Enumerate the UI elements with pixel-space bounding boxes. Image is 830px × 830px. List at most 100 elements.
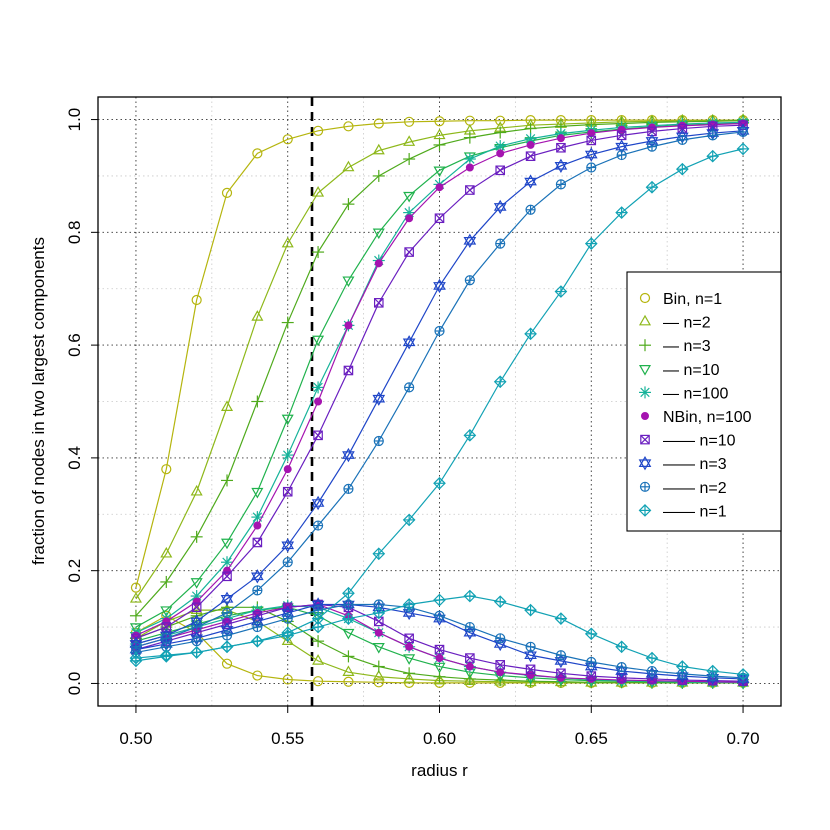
legend: Bin, n=1 — n=2 — n=3 — n=10 — n=100 NBin, n=1… — [626, 271, 782, 532]
data-point — [524, 648, 537, 663]
series-8 — [130, 126, 749, 683]
data-point — [252, 537, 263, 548]
legend-item: —— n=10 — [640, 433, 736, 450]
data-point — [372, 228, 385, 240]
data-point — [556, 134, 565, 143]
data-point — [282, 613, 293, 624]
data-point — [191, 294, 202, 306]
data-point — [639, 386, 651, 399]
data-point — [372, 669, 385, 681]
data-point — [282, 134, 293, 145]
legend-item: —— n=1 — [638, 503, 727, 520]
data-point — [463, 131, 476, 144]
data-point — [160, 546, 173, 558]
data-point — [160, 606, 173, 617]
data-point — [638, 365, 652, 376]
data-point — [191, 636, 202, 647]
data-point — [524, 122, 537, 135]
data-point — [190, 530, 203, 543]
data-point — [615, 640, 628, 654]
data-point — [281, 316, 294, 329]
data-point — [434, 644, 445, 655]
data-point — [525, 641, 536, 652]
data-point — [374, 628, 383, 637]
data-point — [554, 285, 568, 298]
data-point — [524, 603, 537, 617]
x-tick-label: 0.60 — [423, 729, 456, 748]
data-point — [495, 115, 506, 126]
legend-box — [626, 271, 782, 532]
y-axis-label: fraction of nodes in two largest compone… — [29, 237, 48, 565]
data-point — [311, 620, 325, 634]
data-point — [343, 121, 354, 132]
data-point — [221, 187, 233, 198]
data-point — [220, 400, 234, 411]
data-point — [372, 606, 386, 620]
data-point — [675, 162, 689, 176]
data-point — [312, 186, 325, 197]
data-point — [313, 430, 323, 441]
data-point — [616, 661, 627, 673]
data-point — [496, 149, 505, 158]
data-point — [617, 125, 626, 134]
data-point — [496, 668, 505, 677]
data-point — [464, 621, 475, 633]
data-point — [435, 654, 444, 663]
data-point — [404, 382, 415, 393]
data-point — [615, 206, 628, 219]
data-point — [433, 593, 446, 607]
axes: 0.50 0.55 0.60 0.65 0.70 0.0 0.2 0.4 0.6 0.8 1.0 — [65, 108, 760, 748]
data-point — [282, 674, 293, 685]
data-point — [645, 180, 659, 194]
data-point — [403, 654, 416, 665]
data-point — [159, 650, 173, 663]
data-point — [493, 199, 507, 215]
data-point — [160, 575, 173, 588]
data-point — [220, 538, 234, 550]
data-point — [222, 571, 232, 582]
data-point — [640, 412, 649, 421]
data-point — [372, 547, 386, 561]
data-point — [191, 602, 202, 613]
data-point — [645, 651, 659, 665]
data-point — [525, 151, 536, 162]
data-point — [402, 335, 416, 350]
data-point — [129, 623, 142, 634]
data-point — [494, 126, 507, 139]
data-point — [161, 622, 172, 632]
x-tick-label: 0.65 — [575, 729, 608, 748]
series-6 — [131, 120, 748, 686]
data-point — [587, 129, 596, 138]
data-point — [129, 609, 142, 622]
data-point — [372, 642, 385, 654]
data-point — [638, 314, 652, 326]
data-point — [281, 634, 294, 645]
data-point — [647, 126, 657, 137]
data-point — [221, 474, 234, 487]
data-point — [342, 665, 355, 676]
data-point — [312, 246, 325, 259]
data-point — [314, 397, 323, 406]
data-point — [220, 591, 234, 607]
data-point — [281, 449, 294, 462]
legend-label: — n=10 — [663, 362, 720, 379]
data-point — [129, 592, 142, 603]
data-point — [736, 142, 750, 156]
data-point — [463, 153, 476, 166]
data-point — [584, 627, 598, 641]
legend-item: — n=3 — [639, 338, 711, 355]
data-point — [639, 292, 651, 304]
series-line-largest — [135, 119, 744, 600]
data-point — [737, 126, 749, 138]
data-point — [372, 391, 386, 406]
data-point — [402, 598, 416, 611]
series-line-largest — [135, 130, 744, 645]
data-point — [373, 298, 384, 308]
data-point — [221, 658, 233, 669]
data-point — [251, 487, 264, 499]
data-point — [556, 142, 566, 153]
data-point — [374, 259, 383, 268]
data-point — [465, 185, 475, 195]
data-point — [524, 327, 537, 341]
data-point — [220, 640, 234, 654]
